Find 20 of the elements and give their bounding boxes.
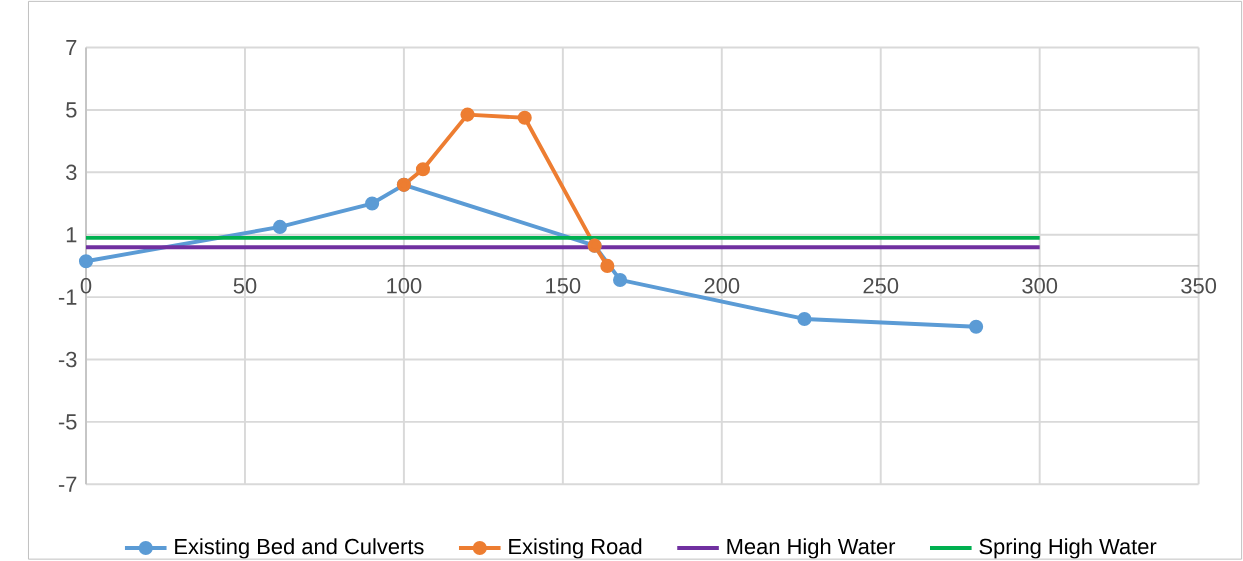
- x-tick-label: 0: [80, 278, 92, 294]
- x-tick-label: 250: [863, 278, 899, 294]
- x-tick-label: 50: [233, 278, 257, 294]
- y-tick-label: 3: [66, 164, 77, 181]
- y-tick-label: 1: [66, 227, 77, 243]
- legend-label: Mean High Water: [727, 538, 896, 559]
- x-tick-label: 100: [387, 278, 422, 294]
- legend-label: Existing Bed and Culverts: [175, 538, 424, 559]
- x-tick-label: 200: [704, 278, 740, 294]
- x-tick-label: 300: [1022, 278, 1058, 294]
- y-tick-label: 5: [66, 102, 77, 118]
- y-tick-label: -3: [58, 351, 77, 368]
- y-tick-label: -5: [58, 414, 77, 430]
- y-tick-label: -7: [58, 476, 77, 493]
- legend-label: Existing Road: [509, 538, 642, 559]
- y-tick-label: -1: [58, 289, 77, 305]
- y-tick-label: 7: [66, 40, 77, 56]
- legend-label: Spring High Water: [979, 538, 1157, 559]
- x-tick-label: 150: [546, 278, 581, 294]
- x-tick-label: 350: [1181, 278, 1217, 294]
